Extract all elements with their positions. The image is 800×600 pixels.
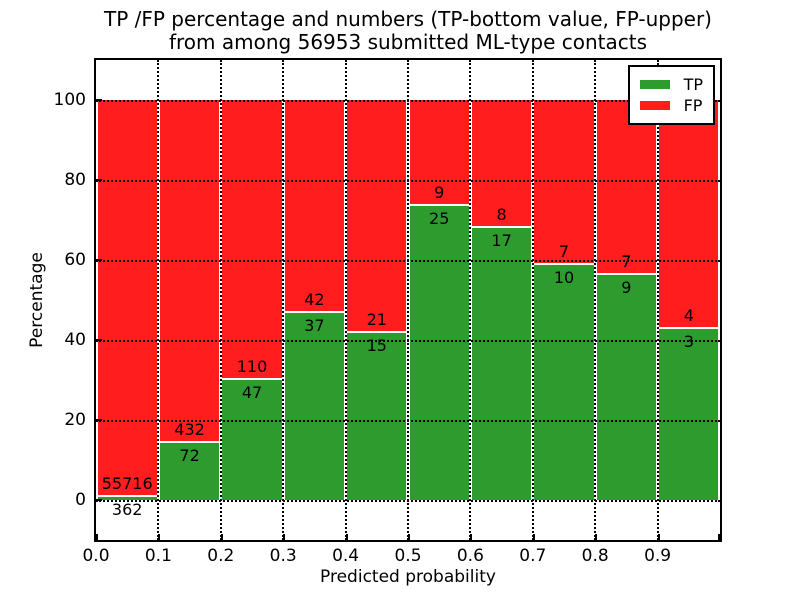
x-gridline xyxy=(344,60,347,540)
x-gridline xyxy=(219,60,222,540)
y-tick-label: 80 xyxy=(64,170,86,190)
legend-row: TP xyxy=(639,74,703,95)
y-tick-mark xyxy=(96,419,102,421)
x-tick-mark xyxy=(408,534,410,540)
bar-tp-segment xyxy=(284,312,345,500)
bar-fp-segment xyxy=(659,100,719,329)
x-gridline xyxy=(531,60,534,540)
x-tick-mark xyxy=(158,534,161,540)
y-tick-label: 40 xyxy=(64,330,86,350)
legend-swatch-tp xyxy=(639,80,670,89)
x-tick-mark xyxy=(532,534,535,540)
y-tick-label: 0 xyxy=(75,490,86,510)
legend-swatch-fp xyxy=(639,101,670,110)
x-gridline xyxy=(157,60,160,540)
bar-fp-segment xyxy=(97,100,157,498)
x-tick-mark xyxy=(718,534,720,540)
x-tick-mark xyxy=(470,534,473,540)
bar-tp-segment xyxy=(659,328,719,500)
bar-tp-segment xyxy=(222,380,282,500)
bar-fp-segment xyxy=(222,100,282,381)
x-tick-label: 0.6 xyxy=(456,546,484,566)
y-tick-mark xyxy=(96,259,102,261)
x-tick-label: 0.8 xyxy=(581,546,609,566)
x-tick-label: 0.4 xyxy=(332,546,360,566)
legend: TP FP xyxy=(627,65,715,125)
x-tick-label: 0.1 xyxy=(144,546,172,566)
x-gridline xyxy=(407,60,409,540)
x-gridline xyxy=(656,60,659,540)
y-tick-mark xyxy=(96,179,102,181)
y-tick-mark xyxy=(96,499,102,501)
plot-area: TP FP 55716 362 432 72 110 47 42 37 21 15 9 25 8 17 7 10… xyxy=(94,58,722,542)
x-tick-mark xyxy=(345,534,348,540)
x-tick-mark xyxy=(96,534,98,540)
bar-tp-segment xyxy=(471,228,532,500)
x-axis-label: Predicted probability xyxy=(320,567,496,587)
bar-tp-segment xyxy=(409,205,469,500)
x-tick-mark xyxy=(595,534,598,540)
x-gridline xyxy=(469,60,472,540)
tp-count-label: 362 xyxy=(111,500,143,520)
legend-label: TP xyxy=(683,74,703,94)
x-tick-label: 0.9 xyxy=(644,546,672,566)
bar-tp-segment xyxy=(596,275,657,500)
bar-fp-segment xyxy=(159,100,220,443)
bar-fp-segment xyxy=(596,100,657,275)
bar-fp-segment xyxy=(534,100,594,265)
x-gridline xyxy=(282,60,285,540)
bar-fp-segment xyxy=(347,100,407,334)
bar-fp-segment xyxy=(471,100,532,228)
bar-tp-segment xyxy=(97,497,157,500)
y-tick-mark xyxy=(96,339,102,341)
x-tick-label: 0.2 xyxy=(207,546,235,566)
y-tick-label: 60 xyxy=(64,250,86,270)
chart-title: TP /FP percentage and numbers (TP-bottom… xyxy=(96,8,720,54)
bar-tp-segment xyxy=(534,264,594,500)
x-tick-mark xyxy=(220,534,223,540)
bar-tp-segment xyxy=(347,333,407,500)
x-tick-mark xyxy=(657,534,660,540)
x-tick-mark xyxy=(283,534,286,540)
x-tick-label: 0.7 xyxy=(519,546,547,566)
legend-row: FP xyxy=(639,95,703,116)
chart-title-line1: TP /FP percentage and numbers (TP-bottom… xyxy=(104,7,712,31)
bar-tp-segment xyxy=(159,442,220,500)
bar-fp-segment xyxy=(284,100,345,313)
chart-title-line2: from among 56953 submitted ML-type conta… xyxy=(168,30,648,54)
legend-label: FP xyxy=(683,95,703,115)
x-tick-label: 0.3 xyxy=(269,546,297,566)
y-tick-mark xyxy=(96,99,102,101)
bar-fp-segment xyxy=(409,100,469,206)
x-tick-label: 0.0 xyxy=(82,546,110,566)
x-tick-label: 0.5 xyxy=(394,546,422,566)
y-tick-label: 100 xyxy=(53,90,86,110)
x-gridline xyxy=(594,60,597,540)
y-tick-label: 20 xyxy=(64,410,86,430)
